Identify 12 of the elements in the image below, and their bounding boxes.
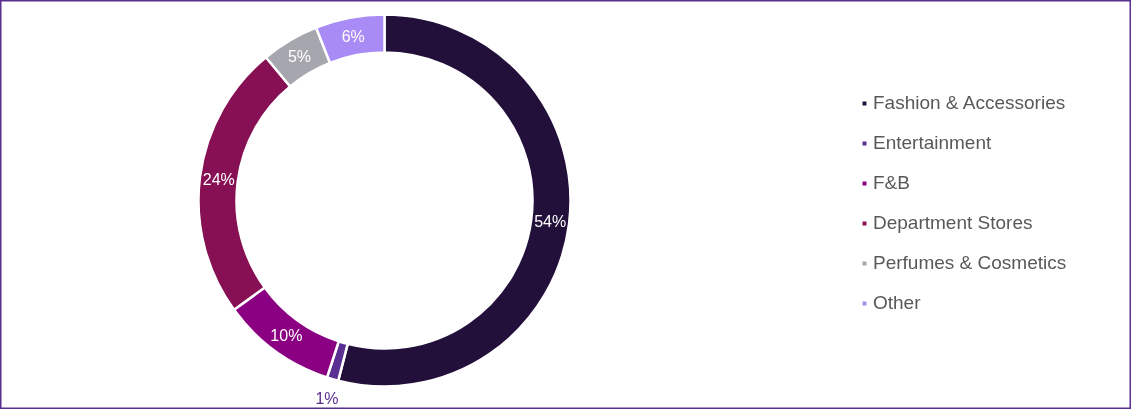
data-label: 6%: [341, 27, 365, 45]
legend-label: F&B: [873, 172, 910, 194]
data-label: 54%: [534, 212, 567, 230]
legend-label: Perfumes & Cosmetics: [873, 252, 1067, 274]
legend-label: Entertainment: [873, 132, 992, 154]
data-label: 5%: [287, 48, 312, 66]
legend-label: Other: [873, 292, 921, 314]
data-label: 1%: [315, 389, 339, 407]
legend-label: Fashion & Accessories: [873, 92, 1066, 114]
data-label: 24%: [202, 171, 235, 189]
data-label: 10%: [270, 327, 303, 345]
legend-label: Department Stores: [873, 212, 1033, 234]
